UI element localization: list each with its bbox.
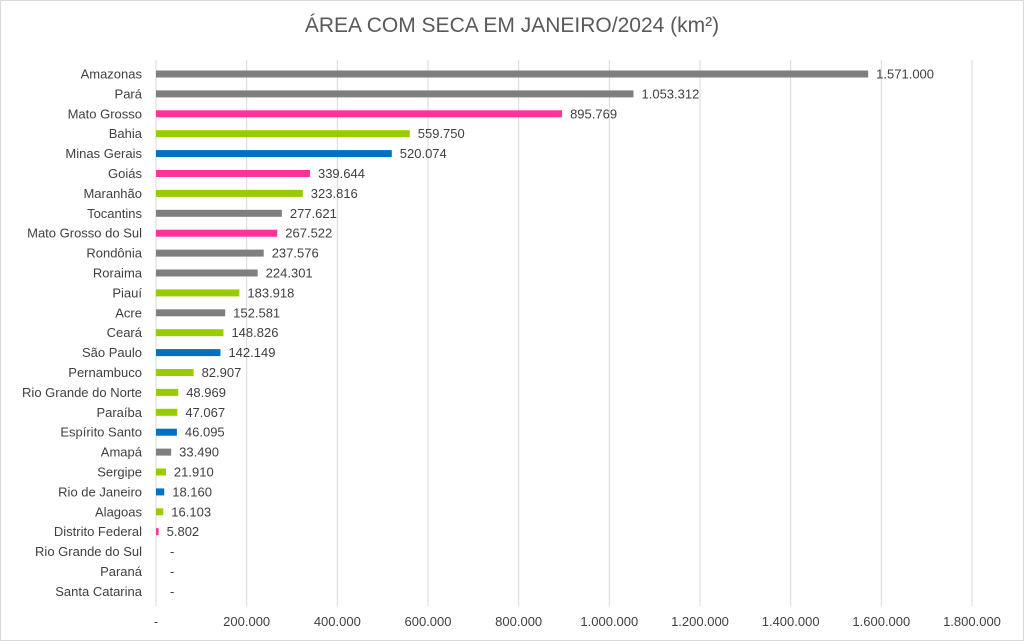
x-tick-label: 1.000.000 <box>580 614 638 629</box>
data-label: 559.750 <box>418 126 465 141</box>
x-tick-label: 1.600.000 <box>852 614 910 629</box>
category-label: Alagoas <box>95 504 142 519</box>
data-label: 82.907 <box>202 365 242 380</box>
data-label: 47.067 <box>185 405 225 420</box>
category-label: Goiás <box>108 166 142 181</box>
data-label: 237.576 <box>272 246 319 261</box>
category-label: Rio Grande do Norte <box>22 385 142 400</box>
category-label: Acre <box>115 305 142 320</box>
x-tick-label: 200.000 <box>223 614 270 629</box>
data-label: - <box>170 564 174 579</box>
category-label: São Paulo <box>82 345 142 360</box>
data-label: 183.918 <box>247 285 294 300</box>
x-tick-label: 1.800.000 <box>943 614 1001 629</box>
data-label: 18.160 <box>172 484 212 499</box>
bar <box>156 329 224 337</box>
data-label: 152.581 <box>233 305 280 320</box>
data-label: 1.053.312 <box>642 86 700 101</box>
data-label: 267.522 <box>285 226 332 241</box>
chart-title: ÁREA COM SECA EM JANEIRO/2024 (km²) <box>304 14 720 37</box>
category-label: Piauí <box>112 285 142 300</box>
x-tick-label: 1.200.000 <box>671 614 729 629</box>
category-label: Pará <box>115 86 143 101</box>
category-label: Sergipe <box>97 465 142 480</box>
data-label: 895.769 <box>570 106 617 121</box>
category-label: Roraima <box>93 266 143 281</box>
category-label: Santa Catarina <box>55 584 142 599</box>
data-label: - <box>170 544 174 559</box>
bar <box>156 428 177 436</box>
bar <box>156 269 258 277</box>
category-label: Rio Grande do Sul <box>35 544 142 559</box>
bar <box>156 249 264 257</box>
bar <box>156 229 278 237</box>
bar <box>156 388 179 396</box>
x-tick-label: 600.000 <box>405 614 452 629</box>
category-label: Maranhão <box>83 186 142 201</box>
bar <box>156 349 221 357</box>
category-label: Paraíba <box>96 405 142 420</box>
category-label: Bahia <box>109 126 143 141</box>
data-label: 33.490 <box>179 445 219 460</box>
bar <box>156 408 178 416</box>
bar <box>156 309 226 317</box>
category-label: Mato Grosso <box>68 106 142 121</box>
x-tick-label: - <box>154 614 158 629</box>
data-label: - <box>170 584 174 599</box>
category-label: Ceará <box>107 325 143 340</box>
category-label: Rio de Janeiro <box>58 484 142 499</box>
x-tick-label: 400.000 <box>314 614 361 629</box>
category-label: Minas Gerais <box>65 146 142 161</box>
bar <box>156 170 310 177</box>
bar <box>156 90 634 98</box>
data-label: 520.074 <box>400 146 447 161</box>
data-label: 323.816 <box>311 186 358 201</box>
data-label: 148.826 <box>231 325 278 340</box>
category-label: Rondônia <box>86 246 142 261</box>
data-label: 46.095 <box>185 425 225 440</box>
bar <box>156 528 159 536</box>
bar <box>156 209 282 217</box>
category-label: Paraná <box>100 564 143 579</box>
data-label: 5.802 <box>167 524 200 539</box>
data-label: 16.103 <box>171 504 211 519</box>
x-tick-label: 800.000 <box>495 614 542 629</box>
bar <box>156 448 172 456</box>
category-label: Espírito Santo <box>60 425 142 440</box>
bar <box>156 130 410 138</box>
bar <box>156 468 166 476</box>
bar <box>156 369 194 376</box>
data-label: 21.910 <box>174 465 214 480</box>
category-label: Amazonas <box>81 67 143 82</box>
bar <box>156 189 303 197</box>
category-label: Mato Grosso do Sul <box>27 226 142 241</box>
bar <box>156 289 240 297</box>
data-label: 48.969 <box>186 385 226 400</box>
data-label: 339.644 <box>318 166 365 181</box>
bar <box>156 150 392 158</box>
data-label: 1.571.000 <box>876 67 934 82</box>
bar <box>156 70 869 78</box>
data-label: 277.621 <box>290 206 337 221</box>
bar <box>156 508 164 516</box>
category-label: Pernambuco <box>68 365 142 380</box>
category-label: Tocantins <box>87 206 142 221</box>
data-label: 142.149 <box>228 345 275 360</box>
data-label: 224.301 <box>266 266 313 281</box>
category-label: Amapá <box>101 445 143 460</box>
bar <box>156 110 563 118</box>
category-label: Distrito Federal <box>54 524 142 539</box>
x-tick-label: 1.400.000 <box>762 614 820 629</box>
bar <box>156 488 165 496</box>
